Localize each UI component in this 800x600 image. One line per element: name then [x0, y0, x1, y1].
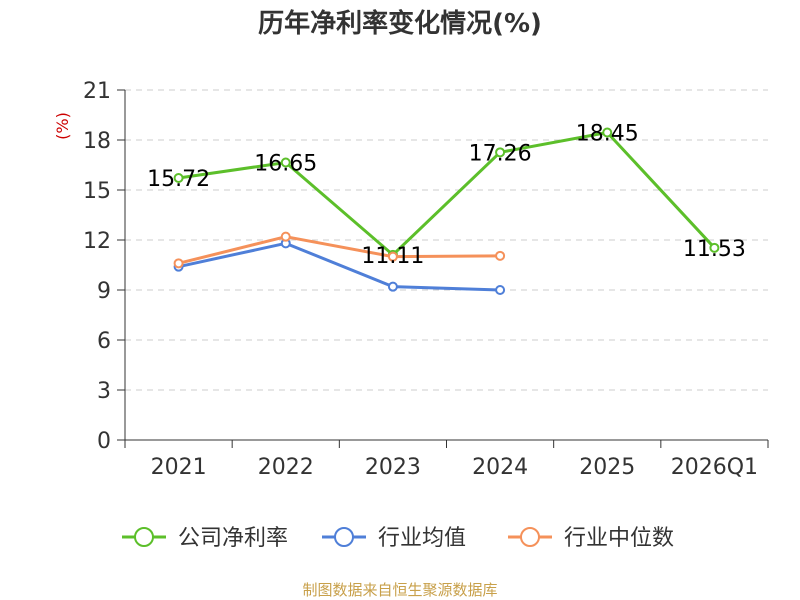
y-tick-label-6: 6 [97, 329, 111, 354]
chart-title: 历年净利率变化情况(%) [258, 8, 542, 39]
series-2-point-2023 [387, 251, 398, 262]
series-1-point-2023 [387, 281, 398, 292]
legend-label: 行业中位数 [564, 526, 674, 551]
data-label-2022: 16.65 [254, 152, 317, 177]
series-0-point-2022 [280, 157, 291, 168]
data-label-2025: 18.45 [576, 122, 639, 147]
series-2-point-2022 [280, 231, 291, 242]
legend-swatch-marker [134, 527, 154, 547]
series-0-point-2026Q1 [709, 242, 720, 253]
legend-label: 行业均值 [378, 526, 466, 551]
series-0-point-2021 [173, 173, 184, 183]
x-tick-label-2026Q1: 2026Q1 [671, 455, 758, 480]
x-tick-label-2022: 2022 [258, 455, 314, 480]
legend-swatch-marker [334, 527, 354, 547]
series-1-point-2024 [495, 285, 506, 295]
series-line-0 [178, 131, 716, 257]
legend-swatch-marker [520, 527, 540, 547]
legend-label: 公司净利率 [178, 526, 288, 551]
series-2-point-2021 [173, 258, 184, 269]
y-tick-label-12: 12 [83, 229, 111, 254]
legend[interactable]: 公司净利率 行业均值 行业中位数 [122, 526, 674, 551]
data-label-2026Q1: 11.53 [683, 237, 746, 262]
legend-item-0[interactable]: 公司净利率 [122, 526, 288, 551]
series-2-point-2024 [495, 250, 506, 261]
series-0-point-2024 [495, 147, 506, 158]
data-labels: 15.72 16.65 11.11 17.26 18.45 11.53 [147, 122, 746, 269]
data-label-2024: 17.26 [469, 141, 532, 166]
series-line-2 [178, 235, 501, 265]
y-tick-label-15: 15 [83, 179, 111, 204]
y-tick-label-21: 21 [83, 79, 111, 104]
series-lines [173, 127, 720, 295]
legend-item-2[interactable]: 行业中位数 [508, 526, 674, 551]
y-tick-label-0: 0 [97, 429, 111, 454]
x-tick-label-2024: 2024 [472, 455, 528, 480]
legend-item-1[interactable]: 行业均值 [322, 526, 466, 551]
x-tick-label-2021: 2021 [151, 455, 207, 480]
y-tick-label-3: 3 [97, 379, 111, 404]
series-0-point-2025 [602, 127, 613, 138]
series-line-1 [178, 241, 501, 292]
source-note: 制图数据来自恒生聚源数据库 [302, 581, 497, 599]
data-label-2021: 15.72 [147, 167, 210, 192]
grid-lines [125, 89, 768, 391]
data-label-2023: 11.11 [361, 244, 424, 269]
x-tick-label-2023: 2023 [365, 455, 421, 480]
y-tick-label-9: 9 [97, 279, 111, 304]
x-tick-label-2025: 2025 [579, 455, 635, 480]
y-tick-label-18: 18 [83, 129, 111, 154]
axes: 0 3 6 9 12 15 18 21 2021 2022 2023 2024 2025 2026Q1 [83, 79, 769, 480]
y-axis-unit-label: (%) [53, 112, 72, 140]
